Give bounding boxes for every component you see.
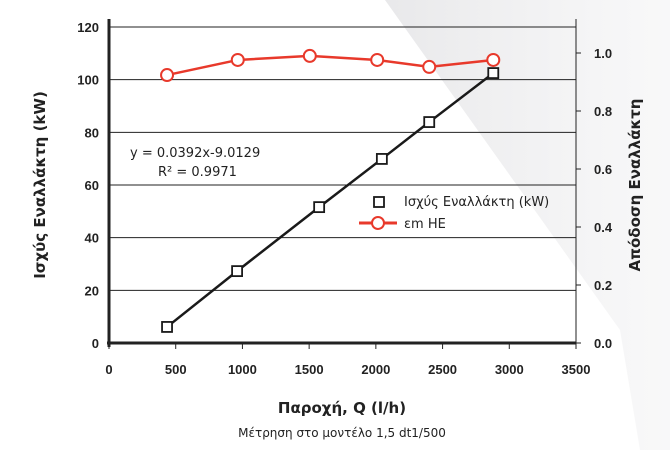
- data-point-efficiency: [370, 52, 385, 67]
- data-point-power: [423, 116, 436, 128]
- data-point-efficiency: [230, 52, 245, 67]
- data-point-power: [313, 201, 326, 214]
- trendline-r2: R² = 0.9971: [158, 165, 237, 180]
- background-shade: [385, 0, 670, 450]
- y-left-tick-label: 0: [92, 336, 99, 351]
- x-tick-label: 3500: [562, 362, 591, 377]
- x-tick-label: 2000: [361, 362, 390, 377]
- data-point-power: [161, 321, 173, 333]
- x-axis-label: Παροχή, Q (l/h): [278, 399, 406, 417]
- y-left-tick-label: 20: [85, 283, 99, 298]
- chart-subtitle: Μέτρηση στο μοντέλο 1,5 dt1/500: [238, 426, 446, 440]
- data-point-power: [231, 265, 243, 278]
- legend-label-efficiency: εm HE: [404, 217, 446, 232]
- legend: Ισχύς Εναλλάκτη (kW) εm HE: [359, 195, 549, 232]
- y-left-tick-label: 40: [85, 231, 99, 246]
- series-line-efficiency: [166, 54, 494, 77]
- x-tick-label: 1000: [228, 362, 257, 377]
- y-right-tick-label: 0.8: [594, 104, 612, 119]
- y-axis-right-label: Απόδοση Εναλλάκτη: [626, 99, 644, 272]
- series-line-power: [166, 72, 495, 328]
- trendline-equation: y = 0.0392x-9.0129: [130, 146, 260, 161]
- data-point-efficiency: [302, 48, 317, 63]
- legend-marker-square: [373, 196, 385, 208]
- y-axis-left-label: Ισχύς Εναλλάκτη (kW): [31, 91, 49, 279]
- y-right-tick-label: 0.2: [594, 278, 612, 293]
- x-tick-label: 0: [105, 362, 112, 377]
- legend-label-power: Ισχύς Εναλλάκτη (kW): [404, 195, 549, 210]
- x-tick-label: 1500: [295, 362, 324, 377]
- y-left-tick-label: 120: [77, 20, 99, 35]
- data-point-power: [375, 153, 388, 165]
- y-left-tick-label: 80: [85, 125, 99, 140]
- data-point-efficiency: [486, 52, 501, 67]
- x-tick-label: 500: [165, 362, 187, 377]
- data-point-efficiency: [160, 68, 175, 83]
- x-tick-label: 3000: [495, 362, 524, 377]
- y-right-tick-label: 0.4: [594, 220, 613, 235]
- y-right-tick-label: 0.0: [594, 336, 612, 351]
- legend-marker-circle: [371, 216, 385, 230]
- y-right-tick-label: 1.0: [594, 46, 612, 61]
- x-tick-label: 2500: [428, 362, 457, 377]
- y-right-tick-label: 0.6: [594, 162, 612, 177]
- y-left-tick-label: 100: [77, 73, 99, 88]
- y-left-tick-label: 60: [85, 178, 99, 193]
- data-point-power: [487, 67, 500, 79]
- data-point-efficiency: [422, 59, 437, 74]
